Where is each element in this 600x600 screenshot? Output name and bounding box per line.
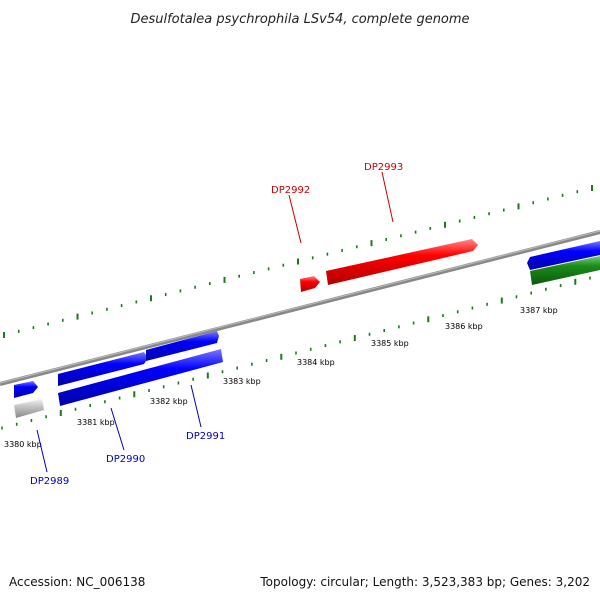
scale-label-3383: 3383 kbp — [223, 377, 261, 386]
gene-DP2992[interactable] — [300, 276, 320, 292]
scale-label-3385: 3385 kbp — [371, 339, 409, 348]
gene-label-DP2989: DP2989 — [30, 476, 69, 487]
gene-blue-top-c[interactable] — [146, 331, 219, 361]
upper-tick-track — [3, 185, 593, 338]
gene-blue-top-a[interactable] — [14, 381, 38, 398]
gene-DP2993[interactable] — [326, 239, 478, 285]
gene-blue-top-b[interactable] — [58, 352, 148, 386]
scale-label-3382: 3382 kbp — [150, 397, 188, 406]
scale-label-3387: 3387 kbp — [520, 306, 558, 315]
genome-backbone — [0, 230, 600, 386]
scale-label-3380: 3380 kbp — [4, 440, 42, 449]
map-title: Desulfotalea psychrophila LSv54, complet… — [130, 12, 469, 27]
gene-grey[interactable] — [14, 399, 44, 418]
accession-text: Accession: NC_006138 — [9, 575, 145, 589]
leader-DP2990 — [110, 407, 125, 451]
scale-label-3381: 3381 kbp — [77, 418, 115, 427]
scale-label-3384: 3384 kbp — [297, 358, 335, 367]
gene-green-right[interactable] — [530, 256, 600, 285]
gene-blue-top-right[interactable] — [527, 241, 600, 270]
genome-summary-text: Topology: circular; Length: 3,523,383 bp… — [259, 575, 590, 589]
lower-tick-track — [1, 276, 591, 430]
scale-label-3386: 3386 kbp — [445, 322, 483, 331]
gene-blue-bottom-a[interactable] — [58, 349, 223, 406]
leader-DP2991 — [190, 384, 202, 428]
gene-label-DP2992: DP2992 — [271, 185, 310, 196]
gene-label-DP2991: DP2991 — [186, 431, 225, 442]
leader-DP2993 — [381, 171, 394, 223]
leader-DP2989 — [36, 429, 48, 473]
leader-DP2992 — [288, 194, 302, 244]
gene-label-DP2990: DP2990 — [106, 454, 145, 465]
gene-label-DP2993: DP2993 — [364, 162, 403, 173]
